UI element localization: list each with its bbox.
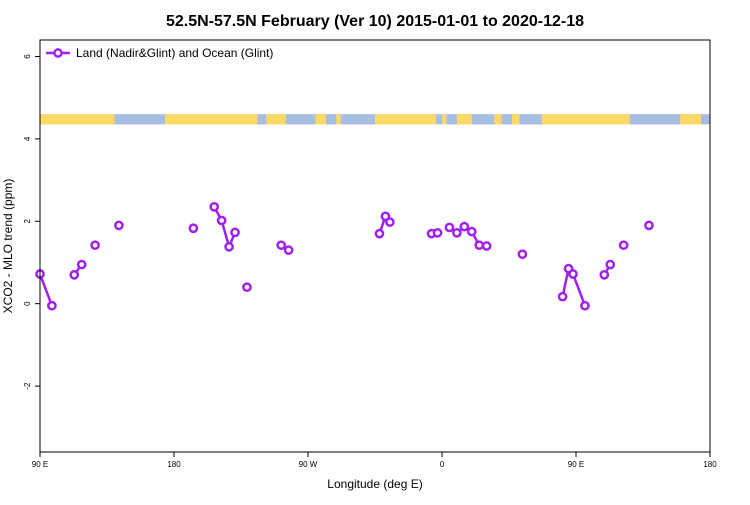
data-point [432, 227, 443, 238]
data-point [618, 240, 629, 251]
land-band [541, 114, 630, 125]
data-point [283, 245, 294, 255]
land-band [456, 114, 472, 125]
land-band [40, 114, 115, 125]
data-point [474, 240, 485, 251]
y-axis-label: XCO2 - MLO trend (ppm) [1, 179, 15, 314]
land-band [442, 114, 447, 125]
data-point [466, 226, 477, 237]
x-tick-label: 90 E [568, 460, 584, 469]
data-point [230, 227, 240, 238]
plot-frame [39, 39, 711, 453]
x-tick-label: 90 W [299, 460, 318, 469]
y-axis-ticks: -2 0 2 4 6 [23, 54, 40, 390]
data-point [599, 269, 610, 280]
data-point [276, 240, 287, 251]
chart-title: 52.5N-57.5N February (Ver 10) 2015-01-01… [166, 13, 584, 30]
data-point [481, 241, 492, 251]
data-point [224, 241, 234, 252]
land-band [315, 114, 326, 125]
x-tick-label: 90 E [32, 460, 48, 469]
data-point [557, 291, 568, 302]
data-point [47, 300, 57, 311]
series-line [213, 206, 237, 249]
land-band [266, 114, 286, 125]
y-tick-label: 2 [23, 219, 32, 224]
data-point [517, 249, 528, 260]
x-tick-label: 0 [440, 460, 445, 469]
data-point [452, 227, 462, 238]
data-point [444, 222, 455, 233]
data-point [90, 240, 100, 251]
y-tick-label: 0 [23, 301, 32, 306]
land-ocean-strip [40, 114, 710, 125]
legend: Land (Nadir&Glint) and Ocean (Glint) [46, 46, 273, 60]
land-band [165, 114, 258, 125]
land-band [336, 114, 341, 125]
y-tick-label: 4 [23, 136, 32, 141]
data-point [188, 223, 199, 234]
land-band [375, 114, 437, 125]
x-axis-ticks: 90 E 180 90 W 0 90 E 180 [32, 452, 717, 469]
y-tick-label: -2 [23, 382, 32, 390]
data-point [459, 221, 470, 232]
data-series [35, 202, 654, 311]
data-point [580, 300, 590, 311]
data-point [209, 202, 220, 212]
data-point [644, 220, 654, 231]
land-band [494, 114, 502, 125]
x-axis-label: Longitude (deg E) [327, 477, 422, 491]
legend-marker [53, 48, 63, 58]
x-tick-label: 180 [167, 460, 181, 469]
x-tick-label: 180 [703, 460, 717, 469]
legend-label: Land (Nadir&Glint) and Ocean (Glint) [76, 46, 273, 60]
land-band [511, 114, 520, 125]
data-point [114, 220, 124, 231]
y-tick-label: 6 [23, 54, 32, 59]
data-point [568, 269, 578, 279]
land-band [680, 114, 702, 125]
data-point [605, 259, 616, 270]
data-point [385, 217, 395, 227]
series-line [38, 273, 54, 307]
data-point [69, 269, 80, 280]
data-point [216, 215, 227, 226]
data-point [76, 259, 87, 270]
data-point [242, 282, 252, 293]
data-point [374, 228, 385, 239]
